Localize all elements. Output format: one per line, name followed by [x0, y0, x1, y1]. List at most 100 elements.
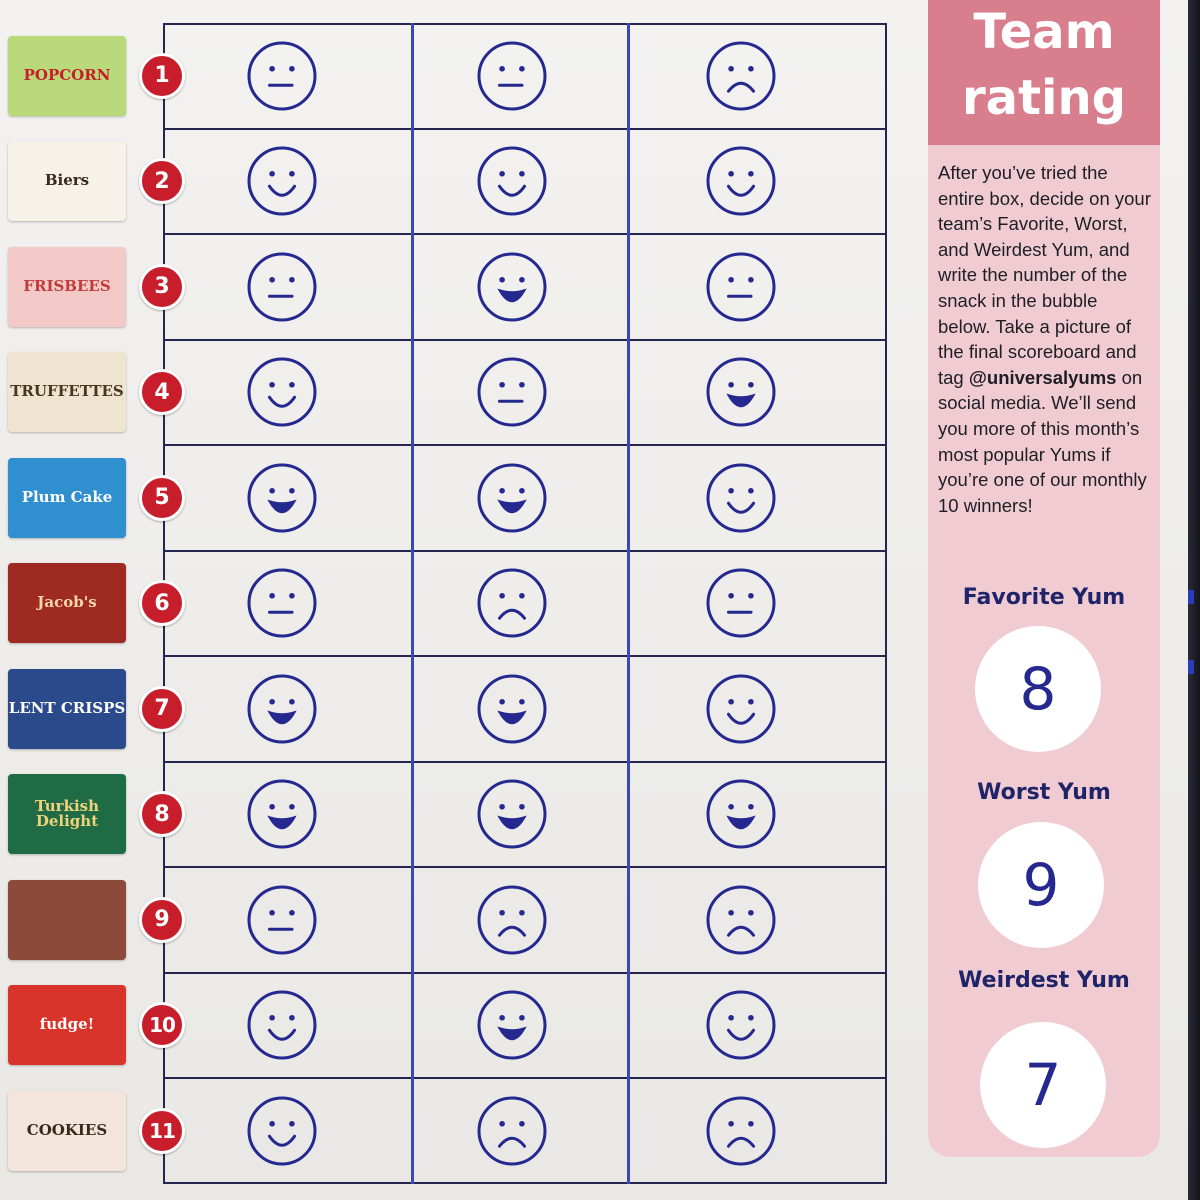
face-eye [748, 593, 754, 599]
face-eye [289, 909, 295, 916]
panel-title-line-1: Team [973, 4, 1115, 60]
row-divider [163, 444, 887, 446]
face-eye [728, 593, 734, 599]
face-outline [706, 146, 776, 216]
snack-thumbnail: TRUFFETTES [8, 352, 126, 433]
face-mouth [267, 710, 297, 724]
face-mouth [497, 1026, 527, 1041]
face-outline [706, 990, 776, 1060]
snack-thumbnail: POPCORN [8, 35, 126, 116]
rating-face-neutral [247, 885, 317, 955]
face-outline [247, 990, 317, 1060]
snack-label: Jacob's [37, 593, 97, 612]
snack-number-badge: 4 [139, 369, 185, 416]
face-eye [269, 65, 275, 72]
face-eye [269, 804, 275, 810]
face-outline [247, 568, 317, 638]
face-eye [519, 593, 525, 599]
rating-face-sad [477, 1096, 547, 1166]
face-outline [706, 779, 776, 849]
row-divider [163, 655, 887, 657]
snack-label: LENT CRISPS [8, 698, 126, 717]
face-eye [748, 276, 754, 283]
face-eye [499, 698, 505, 705]
face-outline [706, 1096, 776, 1166]
rating-face-happy [706, 146, 776, 216]
rating-face-laugh [706, 779, 776, 849]
face-eye [289, 171, 295, 177]
rating-face-laugh [477, 779, 547, 849]
face-mouth [497, 1136, 527, 1148]
face-eye [728, 909, 734, 916]
face-outline [477, 990, 547, 1060]
snack-number-badge: 7 [139, 685, 185, 732]
row-divider [163, 549, 887, 552]
rating-face-happy [706, 990, 776, 1060]
social-handle: @universalyums [968, 366, 1117, 388]
weirdest-yum-bubble[interactable]: 7 [980, 1022, 1106, 1148]
face-mouth [726, 712, 756, 725]
snack-thumbnail: LENT CRISPS [8, 668, 126, 749]
row-divider [163, 971, 887, 974]
snack-label: Plum Cake [21, 487, 113, 506]
snack-thumbnail: Plum Cake [8, 457, 126, 538]
rating-face-laugh [247, 463, 317, 533]
face-eye [728, 276, 734, 283]
face-eye [289, 65, 295, 72]
instructions-text: After you’ve tried the entire box, decid… [938, 160, 1152, 518]
face-eye [269, 909, 275, 916]
rating-face-neutral [247, 41, 317, 111]
face-mouth [726, 1136, 756, 1148]
face-mouth [267, 1134, 297, 1147]
worst-yum-bubble[interactable]: 9 [978, 822, 1104, 948]
face-outline [477, 146, 547, 216]
face-eye [728, 487, 734, 494]
face-outline [706, 41, 776, 111]
rating-face-neutral [247, 252, 317, 322]
face-eye [519, 171, 525, 177]
rating-face-neutral [706, 568, 776, 638]
face-eye [269, 1015, 275, 1021]
rating-face-laugh [477, 463, 547, 533]
snack-number-badge: 11 [139, 1107, 185, 1154]
face-eye [728, 171, 734, 177]
face-eye [519, 698, 525, 705]
rating-face-laugh [247, 674, 317, 744]
rating-face-happy [247, 990, 317, 1060]
favorite-yum-bubble[interactable]: 8 [975, 626, 1101, 752]
face-eye [748, 909, 754, 916]
face-mouth [726, 393, 756, 408]
face-eye [269, 593, 275, 599]
face-eye [499, 487, 505, 494]
team-rating-panel [928, 0, 1160, 1157]
face-eye [499, 593, 505, 599]
face-eye [728, 1015, 734, 1021]
snack-label: POPCORN [23, 65, 111, 84]
face-outline [247, 779, 317, 849]
rating-face-neutral [477, 41, 547, 111]
face-mouth [497, 609, 527, 620]
instructions-part-1: After you’ve tried the entire box, decid… [938, 162, 1151, 388]
face-outline [477, 885, 547, 955]
snack-thumbnail: Turkish Delight [8, 774, 126, 855]
snack-number-badge: 9 [139, 896, 185, 943]
face-eye [289, 382, 295, 388]
worst-yum-value: 9 [1022, 851, 1060, 919]
rating-face-laugh [477, 252, 547, 322]
face-eye [269, 276, 275, 283]
face-eye [748, 698, 754, 705]
snack-label: fudge! [39, 1015, 95, 1034]
rating-face-happy [247, 146, 317, 216]
face-eye [519, 804, 525, 810]
face-mouth [267, 815, 297, 830]
face-mouth [497, 184, 527, 197]
face-eye [728, 804, 734, 810]
face-mouth [497, 815, 527, 830]
snack-label: Biers [44, 171, 90, 190]
snack-thumbnail: COOKIES [8, 1090, 126, 1171]
face-eye [748, 65, 754, 72]
panel-title-line-2: rating [962, 70, 1126, 126]
snack-thumbnail [8, 879, 126, 960]
instructions-part-2: on social media. We’ll send you more of … [938, 366, 1147, 516]
column-divider-2 [627, 23, 630, 1184]
